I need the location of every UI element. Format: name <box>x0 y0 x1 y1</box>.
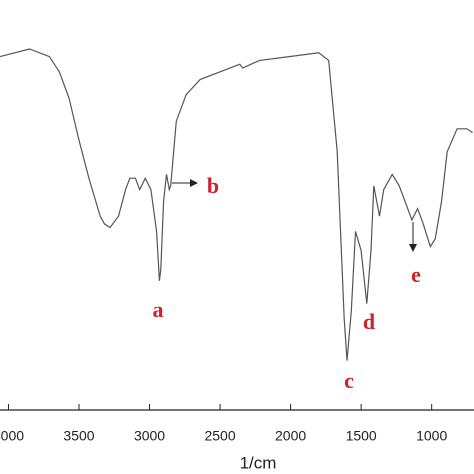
x-tick-label: 2000 <box>275 428 306 444</box>
x-tick-label: 3000 <box>134 428 165 444</box>
x-tick-label: 3500 <box>63 428 94 444</box>
x-axis-label: 1/cm <box>240 453 277 472</box>
spectrum-line <box>0 48 473 361</box>
x-tick-label: 4000 <box>0 428 24 444</box>
arrow-head <box>190 179 198 187</box>
annotation: d <box>363 309 375 334</box>
x-tick-label: 2500 <box>204 428 235 444</box>
annotation: a <box>153 297 164 322</box>
annotation: c <box>344 368 354 393</box>
x-tick-label: 1000 <box>416 428 447 444</box>
annotation: e <box>411 262 421 287</box>
arrow-head <box>409 244 417 252</box>
x-tick-label: 1500 <box>346 428 377 444</box>
annotation: b <box>207 173 219 198</box>
